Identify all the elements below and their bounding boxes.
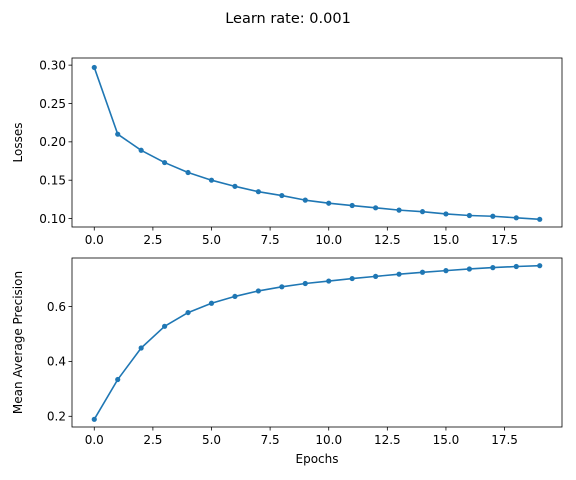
losses-data-point (490, 213, 496, 219)
map-x-tick-label: 2.5 (143, 433, 162, 447)
map-x-tick-label: 17.5 (491, 433, 518, 447)
losses-data-point (537, 216, 543, 222)
map-x-tick-label: 0.0 (85, 433, 104, 447)
map-data-point (91, 416, 97, 422)
losses-data-point (466, 212, 472, 219)
losses-subplot: 0.0 2.5 5.0 7.5 10.0 12.5 15.0 17.5 0.10 0.15 0.20… (11, 57, 563, 247)
map-x-tick-label: 15.0 (433, 433, 460, 447)
map-data-point (349, 275, 355, 282)
losses-y-tick-label: 0.25 (39, 97, 66, 111)
losses-x-tick-label: 15.0 (433, 233, 460, 247)
map-y-tick-label: 0.2 (47, 410, 66, 424)
map-data-point (326, 278, 332, 284)
map-y-axis-label: Mean Average Precision (11, 271, 25, 414)
losses-data-point (255, 189, 261, 195)
losses-data-point (185, 169, 191, 176)
losses-y-axis-label: Losses (11, 123, 25, 163)
map-data-point (162, 323, 168, 329)
map-data-point (115, 376, 121, 383)
map-y-tick-label: 0.4 (47, 355, 66, 369)
losses-x-tick-label: 17.5 (491, 233, 518, 247)
losses-series-line (93, 67, 540, 221)
map-series-line (93, 264, 540, 420)
losses-data-point (91, 64, 97, 71)
map-data-point (185, 309, 191, 316)
losses-x-tick-label: 2.5 (143, 233, 162, 247)
losses-y-tick-label: 0.15 (39, 174, 66, 188)
map-data-point (513, 263, 519, 270)
losses-x-tick-label: 0.0 (85, 233, 104, 247)
map-data-point (396, 271, 402, 277)
map-data-point (138, 345, 144, 351)
losses-data-point (138, 147, 144, 153)
map-data-point (255, 288, 261, 294)
losses-data-point (326, 200, 332, 206)
losses-data-point (208, 177, 215, 183)
losses-data-point (115, 131, 121, 137)
losses-x-tick-label: 10.0 (315, 233, 342, 247)
map-data-point (302, 280, 308, 287)
map-data-point (373, 273, 379, 279)
losses-data-point (162, 159, 168, 166)
losses-x-tick-label: 5.0 (202, 233, 221, 247)
losses-data-point (513, 215, 519, 221)
losses-x-tick-label: 7.5 (261, 233, 280, 247)
map-data-point (443, 268, 449, 274)
losses-data-point (302, 197, 308, 203)
map-data-point (537, 263, 543, 269)
losses-data-point (232, 183, 238, 189)
map-x-tick-label: 5.0 (202, 433, 221, 447)
losses-data-point (279, 192, 285, 199)
losses-y-tick-label: 0.30 (39, 58, 66, 72)
losses-axes-frame (71, 57, 563, 228)
map-axes-frame (71, 257, 563, 428)
losses-data-point (349, 202, 355, 209)
losses-y-tick-label: 0.20 (39, 135, 66, 149)
map-data-point (419, 269, 426, 275)
map-x-tick-label: 10.0 (315, 433, 342, 447)
map-x-axis-label: Epochs (296, 452, 339, 466)
map-data-point (208, 300, 215, 306)
losses-data-point (396, 207, 402, 213)
map-subplot: 0.0 2.5 5.0 7.5 10.0 12.5 15.0 17.5 0.2 0.4 0.6 Mea… (11, 257, 563, 466)
figure-title: Learn rate: 0.001 (225, 11, 351, 27)
losses-data-point (373, 205, 379, 211)
map-x-tick-label: 7.5 (261, 433, 280, 447)
map-data-point (490, 265, 496, 271)
map-data-point (466, 266, 472, 272)
map-y-tick-label: 0.6 (47, 300, 66, 314)
map-x-tick-label: 12.5 (374, 433, 401, 447)
losses-data-point (443, 211, 449, 217)
losses-y-tick-label: 0.10 (39, 212, 66, 226)
losses-data-point (419, 209, 426, 215)
map-data-point (279, 284, 285, 290)
map-data-point (232, 293, 238, 300)
losses-x-tick-label: 12.5 (374, 233, 401, 247)
